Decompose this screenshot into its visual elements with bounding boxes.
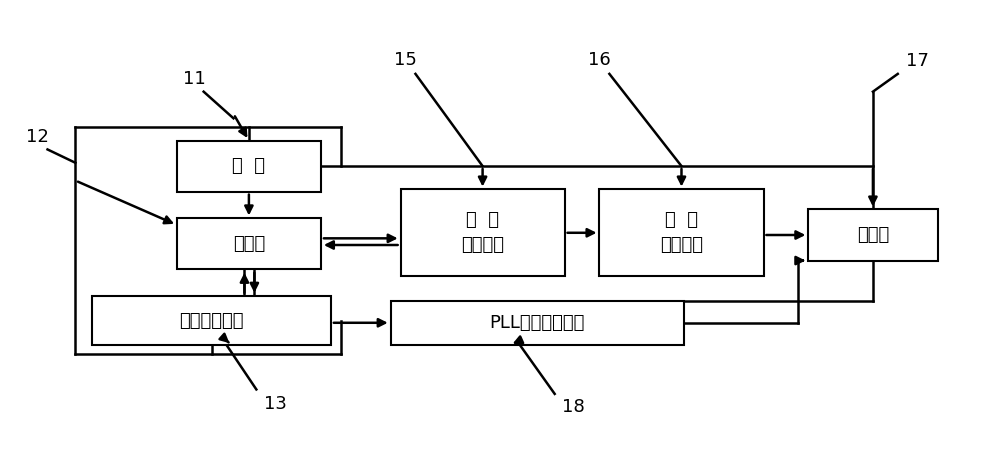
Bar <box>808 209 938 261</box>
Bar <box>401 189 565 276</box>
Text: 18: 18 <box>562 398 584 416</box>
Bar <box>599 189 764 276</box>
Text: 12: 12 <box>26 128 49 146</box>
Text: 电  源: 电 源 <box>232 157 265 175</box>
Text: 13: 13 <box>264 395 287 413</box>
Text: 频  率
生成模块: 频 率 生成模块 <box>461 212 504 254</box>
Text: 15: 15 <box>394 51 417 69</box>
Text: 功  率
放大模块: 功 率 放大模块 <box>660 212 703 254</box>
Text: 17: 17 <box>906 52 929 70</box>
Text: 16: 16 <box>588 51 611 69</box>
Bar <box>177 218 321 270</box>
Text: PLL频率反馈模块: PLL频率反馈模块 <box>490 314 585 332</box>
Text: 11: 11 <box>183 70 206 88</box>
Bar <box>391 301 684 345</box>
Bar <box>92 296 331 345</box>
Text: 单片机: 单片机 <box>233 235 265 253</box>
Text: 换能器: 换能器 <box>857 226 889 244</box>
Bar <box>177 140 321 192</box>
Text: 输入输出模块: 输入输出模块 <box>179 311 244 329</box>
